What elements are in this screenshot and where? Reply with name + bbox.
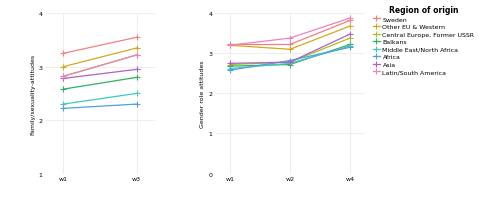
- Legend: Sweden, Other EU & Western, Central Europe, Former USSR, Balkans, Middle East/No: Sweden, Other EU & Western, Central Euro…: [372, 6, 474, 75]
- Y-axis label: Gender role attitudes: Gender role attitudes: [200, 60, 205, 127]
- Y-axis label: Family/sexuality-attitudes: Family/sexuality-attitudes: [30, 54, 36, 134]
